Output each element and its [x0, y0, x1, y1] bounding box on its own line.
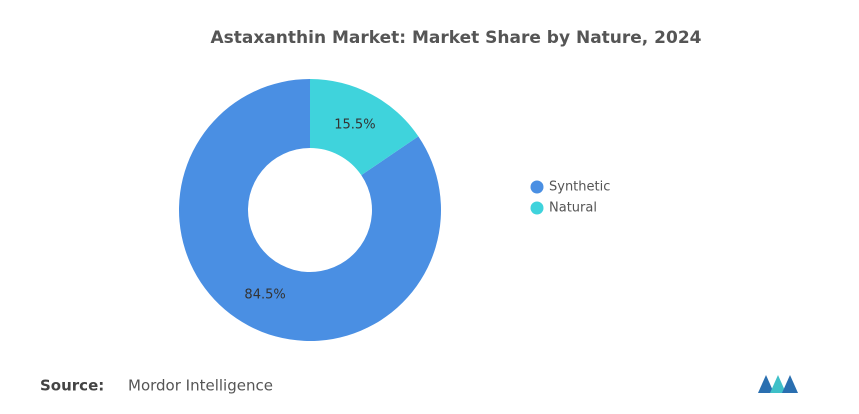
donut-slice	[178, 79, 442, 341]
legend-marker	[530, 180, 544, 194]
legend-marker	[530, 201, 544, 215]
legend-label: Natural	[549, 201, 597, 216]
source: Mordor Intelligence	[128, 377, 273, 395]
donut-slice	[310, 79, 419, 176]
logo	[758, 375, 798, 393]
chart-title: Astaxanthin Market: Market Share by Natu…	[210, 28, 701, 48]
legend-label: Synthetic	[549, 180, 610, 195]
value-label: 15.5%	[334, 118, 375, 133]
source-label: Source:	[40, 377, 104, 395]
value-label: 84.5%	[244, 287, 285, 302]
